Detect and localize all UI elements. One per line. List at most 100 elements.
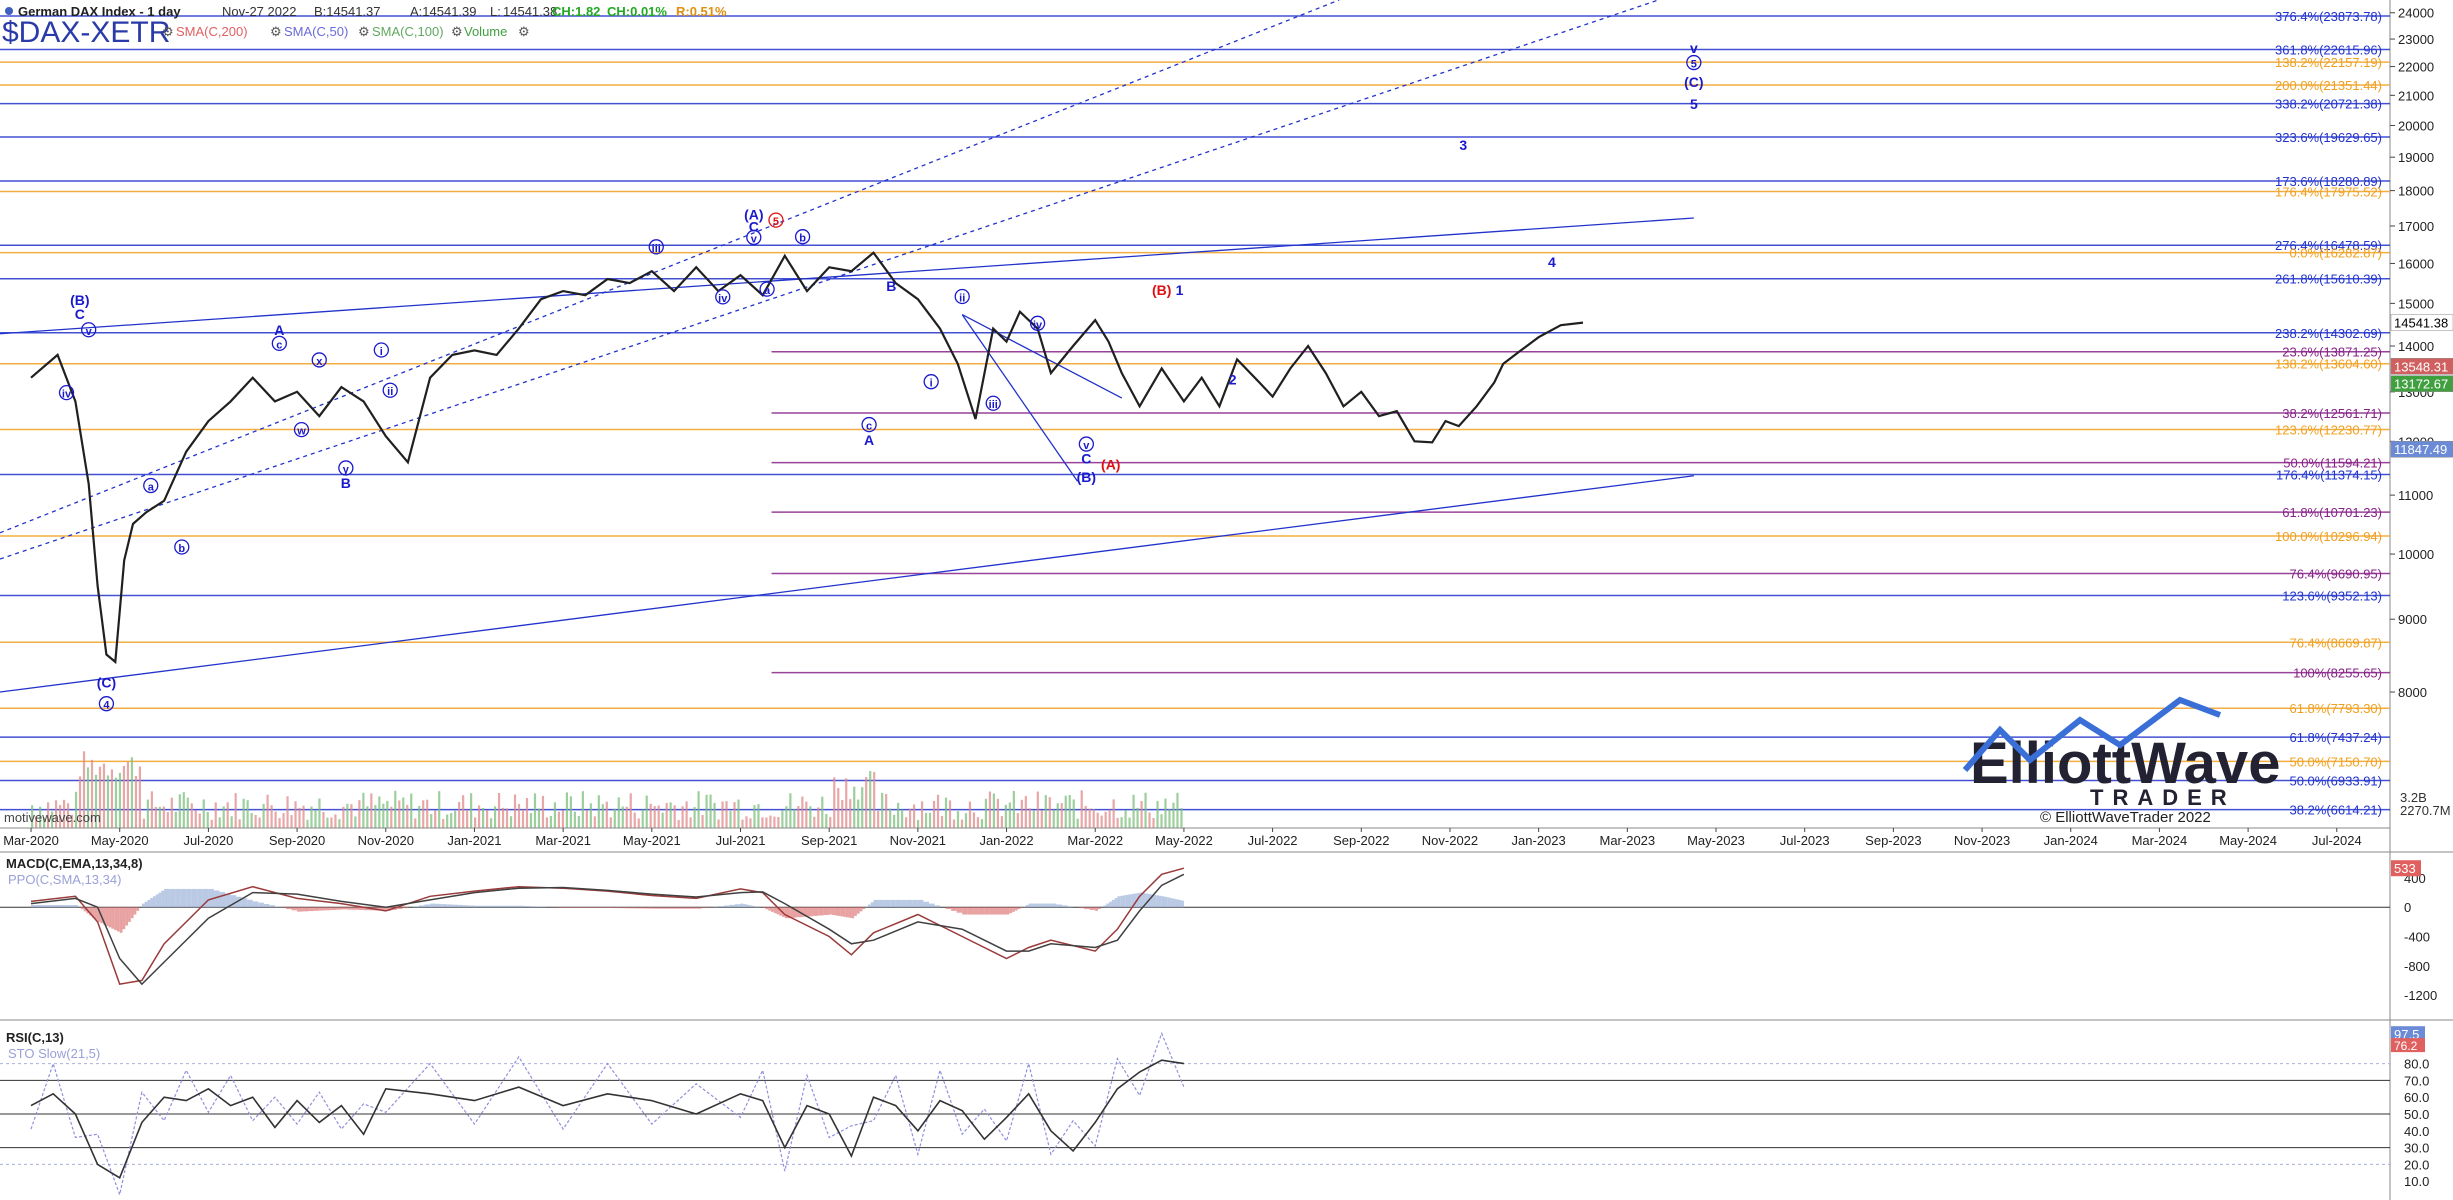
volume-bar (924, 812, 928, 828)
macd-histogram-bar (951, 907, 957, 911)
fib-level-label: 173.6%(18280.89) (2275, 174, 2382, 189)
volume-bar (849, 799, 852, 828)
indicator-sma200[interactable]: SMA(C,200) (176, 24, 248, 39)
macd-histogram-bar (776, 907, 780, 915)
fib-level-label: 338.2%(20721.38) (2275, 97, 2382, 112)
wave-label: c (866, 421, 872, 433)
volume-bar (182, 792, 185, 828)
indicator-volume[interactable]: Volume (464, 24, 507, 39)
macd-histogram-bar (596, 907, 602, 908)
wave-label: v (1690, 40, 1698, 56)
macd-histogram-bar (1117, 896, 1121, 908)
macd-histogram-bar (862, 907, 866, 910)
volume-bar (513, 794, 517, 828)
volume-label: 3.2B (2400, 790, 2427, 805)
volume-bar (31, 805, 34, 828)
volume-bar (478, 805, 481, 828)
volume-bar (206, 811, 209, 828)
volume-bar (78, 776, 82, 828)
volume-bar (190, 803, 193, 828)
volume-bar (717, 819, 720, 828)
volume-bar (1012, 790, 1015, 828)
volume-bar (66, 803, 70, 828)
volume-bar (745, 816, 748, 828)
volume-bar (665, 802, 668, 828)
symbol-dot-icon (5, 7, 13, 15)
macd-histogram-bar (989, 907, 996, 915)
volume-bar (976, 817, 980, 828)
volume-bar (789, 793, 792, 828)
volume-bar (166, 812, 169, 828)
trend-line (961, 314, 1123, 399)
price-tag-box (2390, 440, 2453, 458)
wave-label-circle (271, 335, 288, 351)
indicator-sma50[interactable]: SMA(C,50) (284, 24, 348, 39)
macd-histogram-bar (790, 907, 796, 918)
macd-histogram-bar (1175, 899, 1179, 908)
volume-bar (214, 802, 217, 828)
macd-histogram-bar (335, 907, 342, 910)
volume-bar (1144, 792, 1147, 828)
volume-bar (318, 798, 321, 828)
macd-histogram-bar (768, 907, 771, 911)
gear-icon[interactable]: ⚙ (162, 24, 174, 39)
volume-bar (948, 800, 952, 828)
macd-histogram-bar (906, 899, 913, 908)
volume-bar (394, 790, 397, 828)
fib-level-label: 176.4%(11374.15) (2276, 467, 2382, 482)
fib-level-label: 0.0%(16282.87) (2289, 246, 2382, 261)
macd-histogram-bar (1050, 903, 1057, 908)
volume-bar (501, 807, 505, 828)
volume-bar (940, 815, 944, 828)
rsi-axis-label: 50.0 (2404, 1107, 2429, 1122)
macd-histogram-bar (1045, 903, 1049, 908)
gear-icon[interactable]: ⚙ (451, 24, 463, 39)
volume-bar (350, 804, 353, 828)
chart-title: German DAX Index - 1 day (18, 4, 181, 19)
macd-histogram-bar (352, 907, 359, 910)
gear-icon[interactable]: ⚙ (358, 24, 370, 39)
volume-bar (753, 805, 756, 828)
logo-swoosh-icon (1962, 696, 2222, 772)
macd-histogram-bar (901, 899, 907, 908)
macd-histogram-bar (161, 890, 165, 908)
volume-bar (964, 813, 968, 828)
volume-bar (422, 800, 425, 828)
volume-bar (853, 786, 856, 828)
volume-bar (845, 778, 848, 828)
volume-bar (1096, 812, 1099, 828)
indicator-sma100[interactable]: SMA(C,100) (372, 24, 444, 39)
macd-histogram-bar (854, 907, 857, 916)
macd-histogram-bar (1103, 905, 1107, 908)
macd-histogram-bar (995, 907, 1002, 915)
macd-histogram-bar (762, 907, 766, 908)
fib-level-label: 238.2%(14302.69) (2275, 326, 2382, 341)
macd-histogram-bar (978, 907, 985, 915)
price-axis-label: 22000 (2398, 60, 2434, 75)
x-axis-label: Mar-2024 (2132, 833, 2188, 848)
wave-label: i (930, 378, 933, 390)
volume-bar (1056, 803, 1059, 828)
volume-bar (889, 808, 892, 828)
macd-histogram-bar (1134, 893, 1137, 908)
fib-level-label: 76.4%(9690.95) (2289, 566, 2382, 581)
volume-bar (402, 797, 405, 828)
price-axis-label: 11000 (2398, 488, 2433, 503)
rsi-axis-label: 30.0 (2404, 1141, 2429, 1156)
fib-level-label: 23.6%(13871.25) (2282, 345, 2382, 360)
volume-bar (474, 817, 477, 828)
macd-histogram-bar (1006, 907, 1010, 915)
volume-bar (785, 806, 788, 828)
volume-bar (621, 806, 624, 828)
gear-icon[interactable]: ⚙ (270, 24, 282, 39)
macd-histogram-bar (1125, 894, 1129, 908)
gear-icon[interactable]: ⚙ (518, 24, 530, 39)
x-axis: Mar-2020 May-2020 Jul-2020 Sep-2020 Nov-2020… (0, 827, 2390, 848)
volume-bar (442, 818, 445, 828)
wave-label: (B) (1077, 469, 1096, 485)
macd-last-box (2391, 860, 2421, 877)
macd-histogram-bar (701, 907, 708, 909)
fib-level-label: 50.0%(6933.91) (2289, 773, 2382, 788)
macd-histogram-bar (773, 907, 777, 914)
